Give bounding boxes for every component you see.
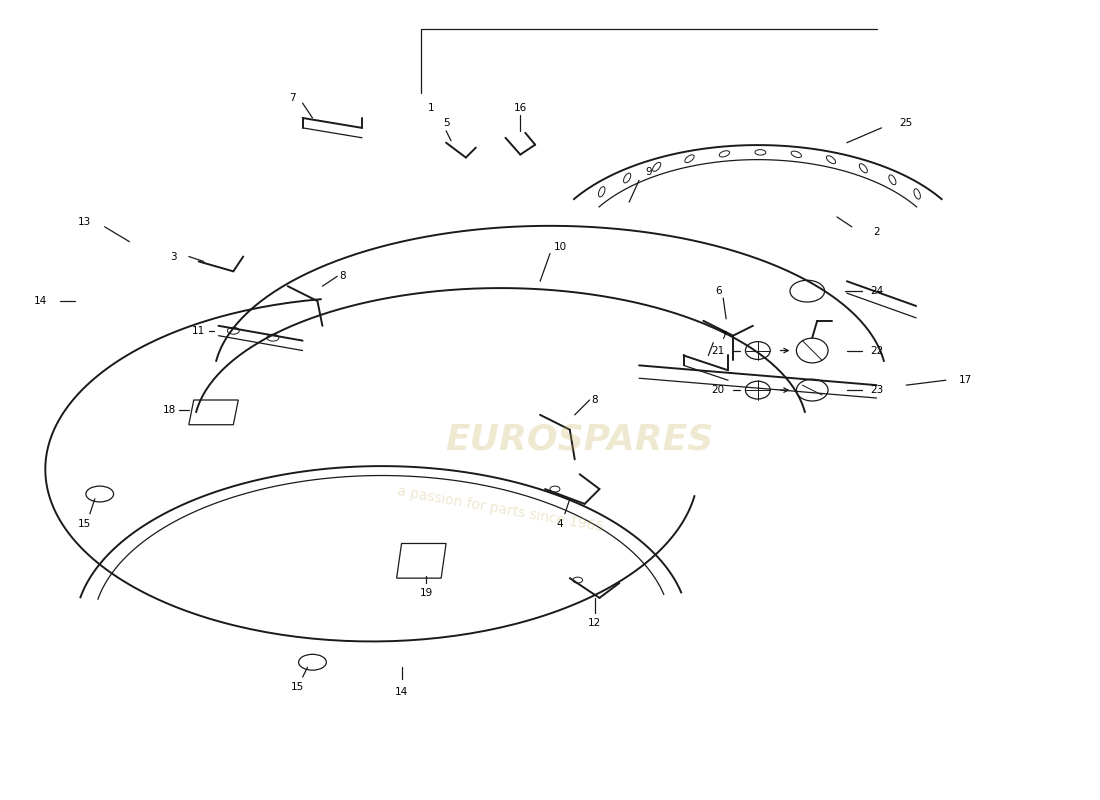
Text: 20: 20 <box>712 385 725 395</box>
Text: 8: 8 <box>339 271 345 282</box>
Text: 13: 13 <box>78 217 91 227</box>
Text: 15: 15 <box>292 682 305 692</box>
Text: 3: 3 <box>170 251 177 262</box>
Text: 17: 17 <box>959 375 972 386</box>
Text: 14: 14 <box>395 687 408 697</box>
Text: 18: 18 <box>163 405 176 415</box>
Text: 2: 2 <box>873 226 880 237</box>
Text: 11: 11 <box>192 326 206 336</box>
Text: 7: 7 <box>289 93 296 103</box>
Text: 15: 15 <box>78 518 91 529</box>
Text: 21: 21 <box>712 346 725 355</box>
Text: 6: 6 <box>715 286 722 296</box>
Text: 10: 10 <box>553 242 566 252</box>
Text: 16: 16 <box>514 103 527 113</box>
Text: 9: 9 <box>646 167 652 178</box>
Text: EUROSPARES: EUROSPARES <box>446 422 714 457</box>
Text: 7: 7 <box>719 330 726 341</box>
Text: 23: 23 <box>870 385 883 395</box>
Text: 12: 12 <box>587 618 602 628</box>
Text: 22: 22 <box>870 346 883 355</box>
Text: 25: 25 <box>900 118 913 128</box>
Text: 8: 8 <box>591 395 597 405</box>
Text: a passion for parts since 1965: a passion for parts since 1965 <box>396 484 605 534</box>
Text: 4: 4 <box>557 518 563 529</box>
Text: 14: 14 <box>34 296 47 306</box>
Text: 19: 19 <box>420 588 433 598</box>
Text: 1: 1 <box>428 103 435 113</box>
Text: 24: 24 <box>870 286 883 296</box>
Text: 5: 5 <box>443 118 450 128</box>
